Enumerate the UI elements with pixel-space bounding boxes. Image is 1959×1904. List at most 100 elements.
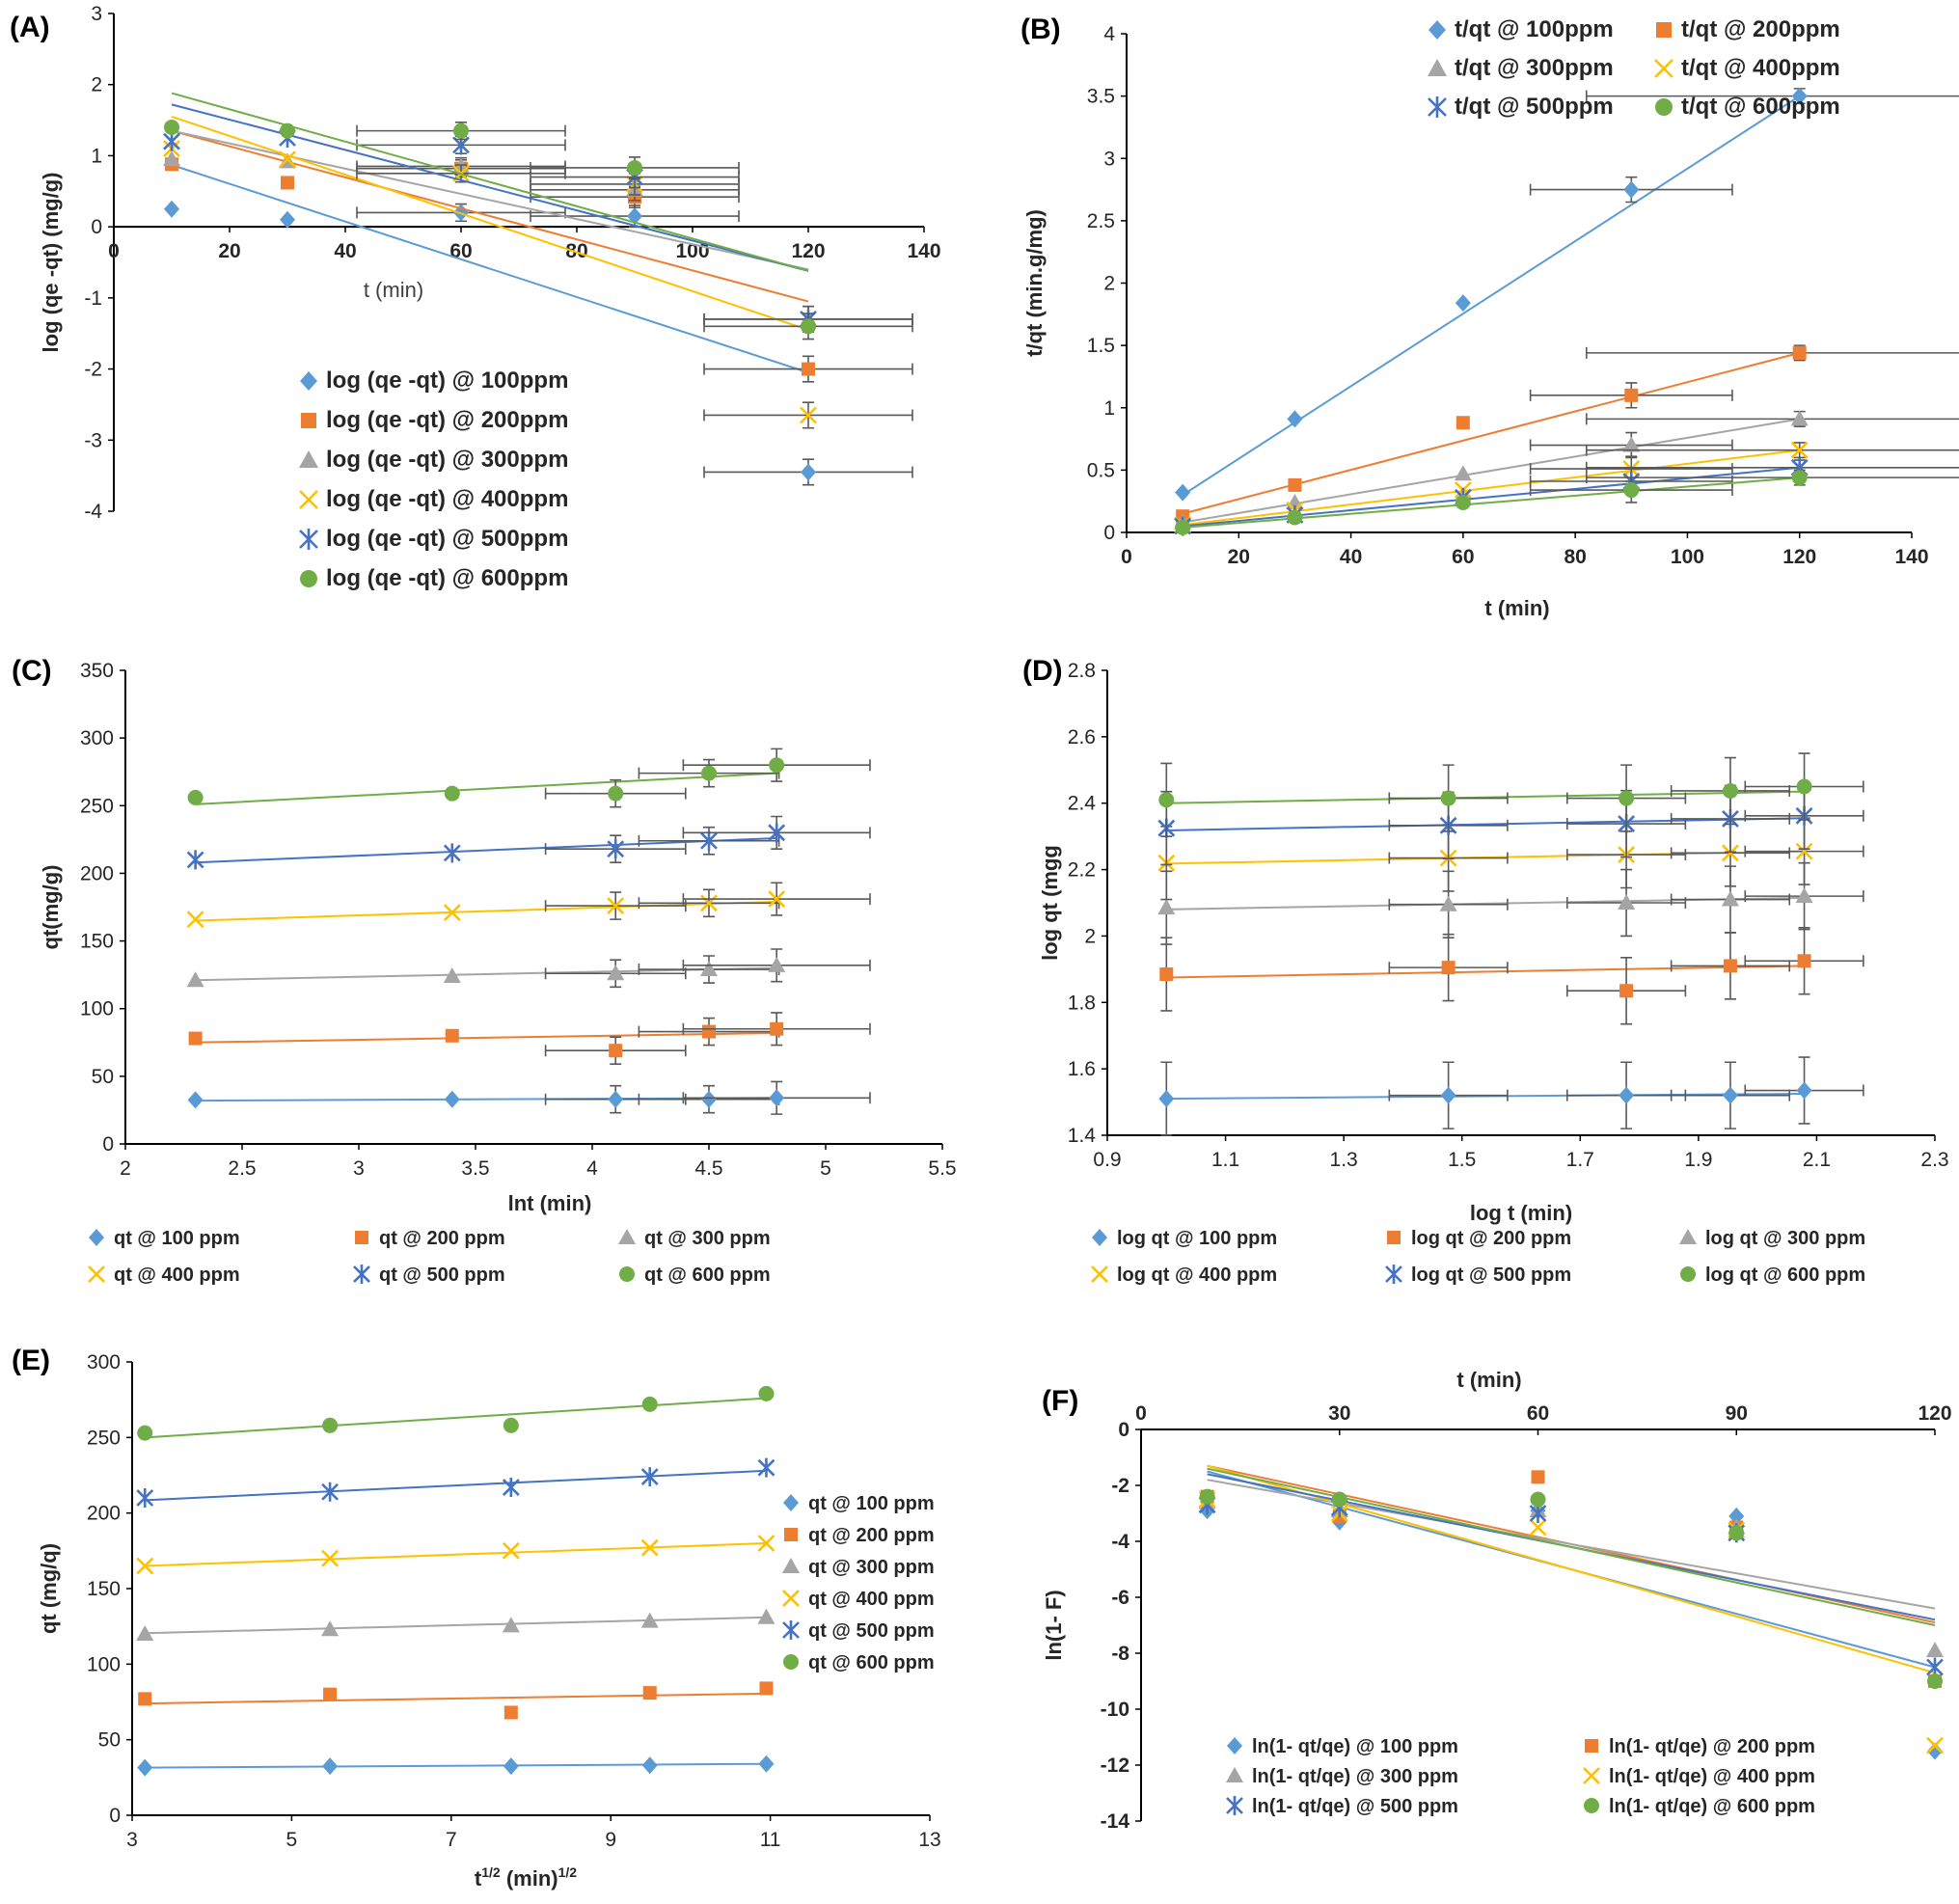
legend-item: qt @ 100 ppm (783, 1493, 935, 1514)
legend-item: qt @ 400 ppm (88, 1265, 240, 1286)
legend-label: log qt @ 600 ppm (1705, 1265, 1865, 1286)
data-point (453, 122, 469, 139)
y-tick-label: 0 (91, 216, 102, 238)
data-point (1722, 1086, 1738, 1104)
legend-item: ln(1- qt/qe) @ 400 ppm (1583, 1766, 1815, 1787)
x-tick-label: 13 (918, 1829, 940, 1851)
data-point (1721, 890, 1739, 907)
y-tick-label: 1.8 (1068, 992, 1096, 1014)
series-6 (1175, 469, 1959, 535)
data-point (1199, 1488, 1215, 1505)
legend-marker (1585, 1739, 1598, 1753)
data-point (1619, 1086, 1635, 1104)
y-tick-label: 250 (80, 795, 114, 817)
trendline (171, 92, 809, 272)
data-point (801, 318, 816, 335)
data-point (321, 1620, 340, 1637)
legend-marker (88, 1265, 105, 1283)
data-point (186, 850, 204, 870)
panel-e: (E) 0 50 100 150 200 250 300 3 5 7 9 11 13 t1/2 (min)1… (12, 1345, 941, 1890)
x-axis-label: t (min) (1484, 596, 1549, 620)
series-3 (163, 129, 913, 334)
data-point (1619, 790, 1635, 806)
y-tick-label: 3 (91, 3, 102, 25)
legend-marker (355, 1231, 368, 1244)
x-tick-label: 60 (1452, 546, 1474, 568)
data-point (323, 1687, 338, 1701)
data-point (758, 1385, 775, 1401)
y-tick-label: -10 (1101, 1699, 1129, 1721)
legend-marker (300, 371, 317, 391)
x-tick-label: 11 (760, 1829, 781, 1851)
trendline (171, 103, 809, 272)
trendline (1207, 1464, 1936, 1674)
data-point (700, 961, 718, 977)
data-point (1440, 790, 1456, 806)
series-1 (164, 164, 913, 486)
data-point (769, 1089, 785, 1107)
legend-marker (783, 1654, 799, 1670)
data-point (279, 150, 296, 169)
panel-f: (F) -14 -12 -10 -8 -6 -4 -2 00 30 60 90 120 t (min) ln… (1042, 1368, 1952, 1833)
y-tick-label: 0 (1118, 1419, 1129, 1441)
data-point (1287, 410, 1303, 428)
data-point (1158, 792, 1175, 808)
data-point (1926, 1642, 1944, 1658)
legend-item: t/qt @ 400ppm (1654, 55, 1840, 81)
y-tick-label: 100 (87, 1653, 121, 1675)
legend-label: ln(1- qt/qe) @ 100 ppm (1252, 1736, 1458, 1757)
legend-marker (1428, 20, 1446, 40)
x-tick-label: 1.7 (1566, 1149, 1594, 1171)
y-tick-label: -12 (1101, 1754, 1129, 1777)
x-axis-label: t (min) (364, 278, 423, 302)
legend-marker (782, 1558, 800, 1573)
data-point (1530, 1491, 1546, 1508)
legend-marker (1679, 1229, 1697, 1244)
legend-marker (1387, 1231, 1401, 1244)
data-point (641, 1756, 658, 1775)
data-point (1795, 887, 1813, 904)
x-tick-label: 90 (1726, 1402, 1748, 1425)
y-tick-label: 150 (80, 931, 114, 953)
series-4 (136, 1535, 775, 1575)
legend-marker (1226, 1796, 1243, 1815)
trendline (171, 129, 809, 271)
x-axis-label: log t (min) (1470, 1201, 1572, 1225)
series-5 (136, 1457, 775, 1508)
x-tick-label: 3 (353, 1157, 365, 1180)
legend: log qt @ 100 ppm log qt @ 200 ppm log qt @… (1091, 1228, 1865, 1286)
y-tick-label: 50 (98, 1729, 121, 1752)
series-6 (187, 748, 871, 808)
legend-marker (783, 1494, 799, 1511)
legend-item: log qt @ 400 ppm (1091, 1265, 1277, 1286)
data-point (502, 1617, 520, 1633)
legend-label: qt @ 200 ppm (379, 1228, 505, 1249)
data-point (1159, 967, 1174, 982)
y-tick-label: 0.5 (1087, 459, 1115, 481)
data-point (701, 765, 717, 781)
data-point (503, 1705, 518, 1720)
data-point (280, 210, 295, 229)
legend-marker (301, 413, 316, 428)
x-tick-label: 0 (108, 240, 120, 262)
data-point (1797, 954, 1811, 968)
y-tick-label: -14 (1101, 1810, 1130, 1833)
data-point (607, 897, 625, 915)
data-point (164, 119, 179, 135)
trendline (171, 164, 809, 374)
legend-label: log (qe -qt) @ 400ppm (326, 486, 568, 512)
x-tick-label: 140 (907, 240, 940, 262)
trendline (195, 900, 777, 922)
data-point (503, 1417, 519, 1433)
series-5 (1198, 1473, 1944, 1677)
series-4 (1157, 817, 1864, 901)
legend-item: qt @ 200 ppm (784, 1525, 935, 1546)
trendline (1182, 95, 1801, 497)
legend-item: log (qe -qt) @ 500ppm (299, 526, 568, 552)
trendline (195, 772, 777, 805)
trendline (1182, 418, 1800, 524)
series-1 (1158, 1056, 1864, 1136)
data-point (701, 1090, 717, 1108)
x-tick-label: 2.1 (1803, 1149, 1831, 1171)
y-tick-label: -4 (1111, 1531, 1129, 1553)
